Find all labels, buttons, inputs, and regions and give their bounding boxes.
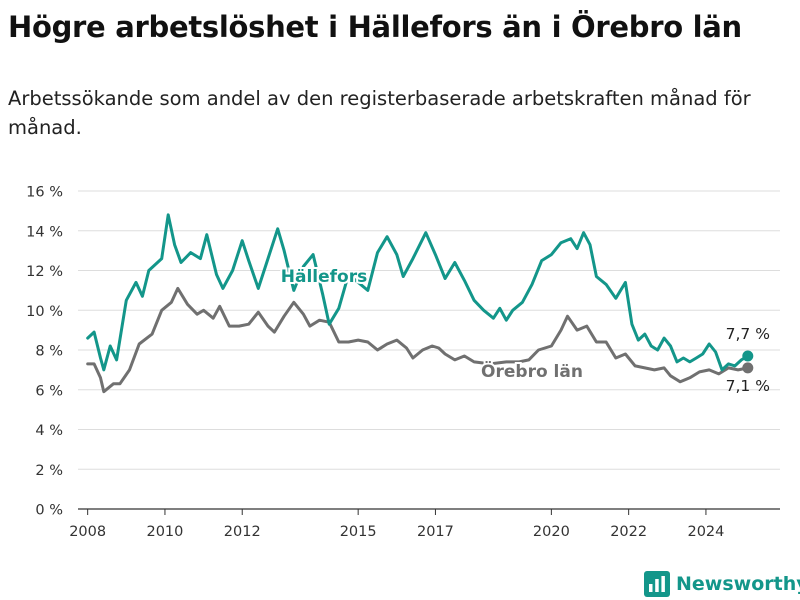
chart-subtitle: Arbetssökande som andel av den registerb… (8, 87, 751, 139)
series-line-orebro (86, 286, 750, 394)
y-tick-label: 12 % (26, 264, 63, 280)
newsworthy-logo-icon (644, 571, 670, 597)
y-tick-label: 16 % (26, 185, 63, 201)
x-tick-label: 2020 (533, 524, 570, 540)
series-label-hallefors: Hällefors (281, 267, 367, 287)
y-tick-label: 4 % (35, 423, 63, 439)
end-label-hallefors: 7,7 % (726, 325, 770, 343)
y-tick-label: 8 % (35, 344, 63, 360)
y-tick-label: 10 % (26, 304, 63, 320)
x-tick-label: 2012 (224, 524, 261, 540)
x-tick-label: 2008 (69, 524, 106, 540)
y-tick-label: 2 % (35, 463, 63, 479)
end-label-orebro: 7,1 % (726, 377, 770, 395)
y-tick-label: 6 % (35, 383, 63, 399)
newsworthy-logo-text: Newsworthy (676, 573, 800, 595)
y-tick-label: 0 % (35, 503, 63, 519)
x-tick-label: 2010 (146, 524, 183, 540)
end-point-hallefors (742, 350, 754, 362)
x-tick-label: 2024 (687, 524, 724, 540)
chart-title: Högre arbetslöshet i Hällefors än i Öreb… (8, 10, 742, 44)
x-tick-label: 2022 (610, 524, 647, 540)
x-tick-label: 2015 (340, 524, 377, 540)
newsworthy-logo: Newsworthy (644, 570, 800, 598)
end-point-orebro (742, 362, 754, 374)
series-label-orebro: Örebro län (481, 360, 583, 382)
y-tick-label: 14 % (26, 224, 63, 240)
x-tick-label: 2017 (417, 524, 454, 540)
series-line-hallefors (86, 213, 750, 372)
